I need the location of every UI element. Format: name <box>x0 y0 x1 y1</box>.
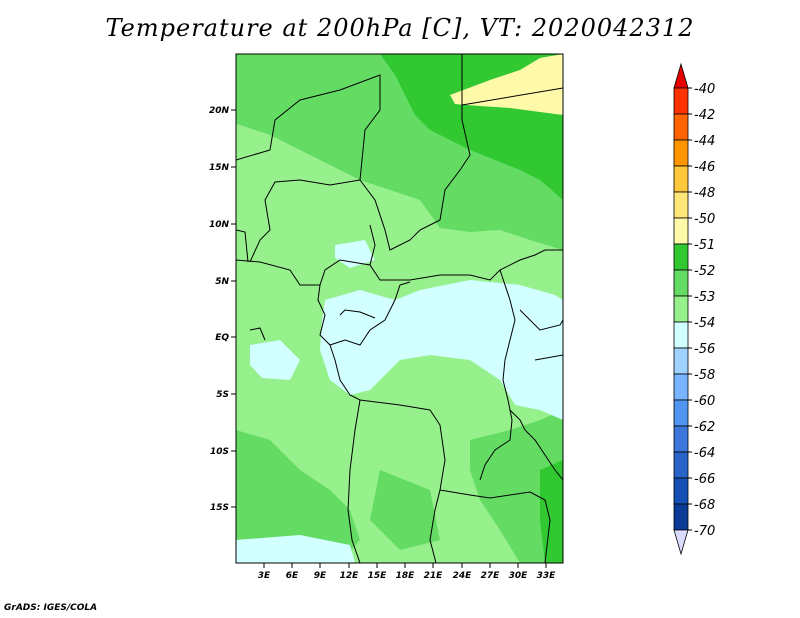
lon-label: 27E <box>481 571 501 581</box>
lat-label: 5S <box>216 390 229 400</box>
colorbar-label: -68 <box>694 498 715 513</box>
colorbar-label: -42 <box>694 108 715 123</box>
colorbar-label: -70 <box>694 524 715 539</box>
fill-minus-52-53-southwest <box>236 430 360 563</box>
lon-label: 33E <box>537 571 557 581</box>
longitude-axis: 3E 6E 9E 12E 15E 18E 21E 24E 27E 30E 33E <box>258 563 556 581</box>
lon-label: 9E <box>314 571 327 581</box>
map-frame <box>235 53 564 564</box>
colorbar-segment <box>673 425 689 453</box>
lon-label: 15E <box>368 571 388 581</box>
fill-minus-52-53-southeast <box>470 410 563 563</box>
footer-credit: GrADS: IGES/COLA <box>4 603 98 613</box>
colorbar: -40 -42 -44 -46 -48 -50 -51 -52 -53 -54 -56 -58 -60 -… <box>673 62 715 556</box>
colorbar-segment <box>673 113 689 141</box>
colorbar-segment <box>673 347 689 375</box>
colorbar-segment <box>673 217 689 245</box>
colorbar-segment <box>673 139 689 167</box>
colorbar-label: -48 <box>694 186 715 201</box>
lon-label: 3E <box>258 571 271 581</box>
fill-minus-52-53-south-patch <box>370 470 440 550</box>
colorbar-segment <box>673 321 689 349</box>
colorbar-top-cap <box>673 62 689 89</box>
lat-label: 5N <box>215 277 229 287</box>
lat-label: 15N <box>209 163 230 173</box>
colorbar-segment <box>673 243 689 271</box>
colorbar-label: -46 <box>694 160 715 175</box>
colorbar-label: -53 <box>694 290 715 305</box>
latitude-axis: 20N 15N 10N 5N EQ 5S 10S 15S <box>209 106 236 513</box>
colorbar-label: -44 <box>694 134 715 149</box>
colorbar-label: -56 <box>694 342 715 357</box>
lon-label: 21E <box>424 571 444 581</box>
colorbar-segment <box>673 373 689 401</box>
lat-label: EQ <box>215 333 229 343</box>
colorbar-label: -66 <box>694 472 715 487</box>
map-fill <box>236 54 563 563</box>
colorbar-label: -58 <box>694 368 715 383</box>
lon-label: 18E <box>396 571 416 581</box>
colorbar-segment <box>673 399 689 427</box>
colorbar-label: -60 <box>694 394 715 409</box>
colorbar-segment <box>673 87 689 115</box>
lon-label: 12E <box>340 571 360 581</box>
fill-minus-51-52-southeast <box>540 460 563 563</box>
colorbar-label: -54 <box>694 316 715 331</box>
colorbar-segment <box>673 477 689 505</box>
fill-minus-54-56-southwest <box>236 535 355 563</box>
lon-label: 30E <box>509 571 529 581</box>
colorbar-segment <box>673 451 689 479</box>
lon-label: 6E <box>286 571 299 581</box>
fill-minus-50-51 <box>450 54 563 115</box>
colorbar-label: -52 <box>694 264 715 279</box>
lon-label: 24E <box>453 571 473 581</box>
colorbar-segment <box>673 295 689 323</box>
colorbar-bottom-cap <box>673 529 689 556</box>
colorbar-segment <box>673 191 689 219</box>
colorbar-segment <box>673 503 689 531</box>
colorbar-label: -50 <box>694 212 715 227</box>
lat-label: 10N <box>209 220 230 230</box>
lat-label: 20N <box>209 106 230 116</box>
fill-minus-54-56-west <box>250 340 300 380</box>
lat-label: 15S <box>210 503 229 513</box>
lat-label: 10S <box>210 447 229 457</box>
colorbar-segment <box>673 165 689 193</box>
fill-minus-52-53-patch <box>300 95 380 130</box>
colorbar-label: -51 <box>694 238 715 253</box>
colorbar-segment <box>673 269 689 297</box>
country-borders <box>236 54 563 563</box>
colorbar-label: -62 <box>694 420 715 435</box>
colorbar-label: -40 <box>694 82 715 97</box>
colorbar-label: -64 <box>694 446 715 461</box>
map-title: Temperature at 200hPa [C], VT: 202004231… <box>105 14 695 42</box>
fill-minus-54-56-central <box>320 280 563 420</box>
